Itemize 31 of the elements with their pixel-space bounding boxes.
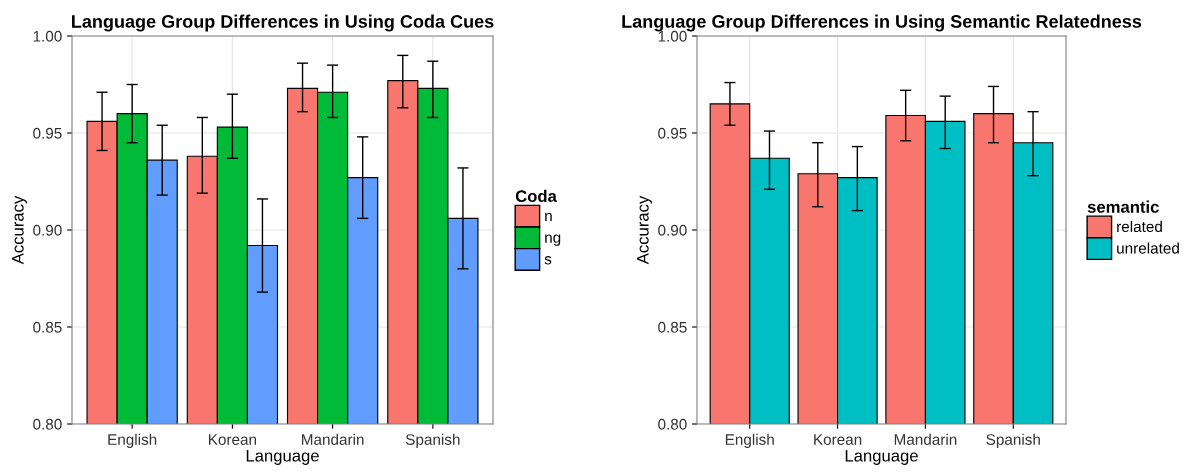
legend-label: related: [1117, 220, 1162, 233]
legend-label: s: [544, 256, 552, 265]
y-tick-label: 0.90: [33, 224, 62, 236]
chart-title: Language Group Differences in Using Coda Cues: [72, 14, 494, 32]
legend-title: semantic: [1087, 200, 1159, 213]
y-tick-label: 0.80: [33, 418, 62, 430]
x-tick-label: English: [725, 433, 774, 448]
x-tick-label: Korean: [209, 434, 257, 445]
x-tick-label: Mandarin: [302, 433, 364, 445]
y-tick-label: 0.85: [658, 321, 687, 333]
x-axis-title: Language: [246, 449, 319, 465]
chart-title: Language Group Differences in Using Semantic Relatedness: [622, 14, 1142, 32]
x-tick-label: Spanish: [986, 433, 1040, 448]
y-axis-title: Accuracy: [12, 195, 27, 265]
y-tick-label: 1.00: [658, 30, 687, 42]
x-tick-label: Korean: [814, 434, 862, 445]
y-tick-label: 0.85: [33, 321, 62, 333]
y-tick-label: 0.80: [658, 418, 687, 430]
x-tick-label: English: [108, 433, 157, 448]
legend-label: unrelated: [1117, 242, 1179, 254]
y-tick-label: 0.95: [658, 127, 687, 139]
x-tick-label: Mandarin: [894, 433, 957, 445]
legend-label: n: [545, 212, 552, 222]
legend-label: ng: [545, 234, 561, 246]
y-tick-label: 1.00: [33, 30, 62, 42]
legend-title: Coda: [515, 189, 557, 203]
y-tick-label: 0.90: [658, 224, 687, 236]
x-axis-title: Language: [845, 449, 918, 465]
y-tick-label: 0.95: [33, 127, 62, 139]
y-axis-title: Accuracy: [637, 195, 652, 265]
x-tick-label: Spanish: [405, 433, 460, 448]
